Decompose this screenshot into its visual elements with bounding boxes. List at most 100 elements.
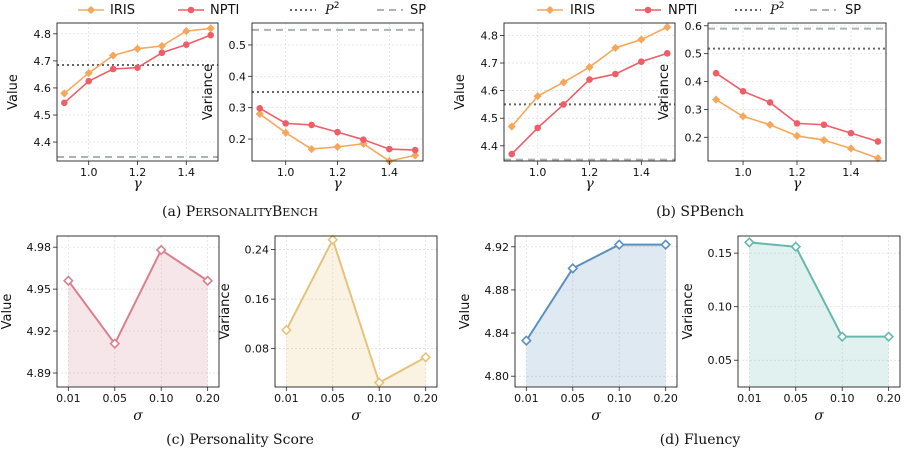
chart-d-value: 0.01 0.05 0.10 0.20 4.80 4.84 4.88 4.92 σ Value xyxy=(458,235,678,424)
y-axis-label: Value xyxy=(6,74,21,110)
y-tick-label: 4.6 xyxy=(34,82,52,95)
area-fill xyxy=(749,242,889,387)
y-tick-label: 4.4 xyxy=(34,136,52,149)
x-tick-label: 0.05 xyxy=(784,392,809,405)
legend-label-sp: SP xyxy=(410,3,426,18)
legend-marker-iris xyxy=(545,5,555,15)
legend: IRIS NPTI P2 SP xyxy=(78,1,426,18)
data-point xyxy=(874,138,882,145)
data-point xyxy=(613,239,625,250)
gridlines xyxy=(57,236,219,387)
data-point xyxy=(133,44,142,53)
x-tick-label: 1.2 xyxy=(129,166,147,179)
x-tick-label: 0.01 xyxy=(737,392,762,405)
x-tick-label: 1.0 xyxy=(734,166,752,179)
x-tick-label: 0.20 xyxy=(195,392,220,405)
data-point xyxy=(660,239,671,250)
legends-layer: IRIS NPTI P2 SP IRIS NPTI P2 SP xyxy=(78,1,861,18)
data-point xyxy=(281,128,290,137)
y-tick-label: 0.15 xyxy=(708,247,733,260)
data-point xyxy=(638,58,645,65)
data-point xyxy=(386,145,393,153)
gridlines xyxy=(738,236,900,387)
data-point xyxy=(256,105,264,112)
x-tick-label: 0.10 xyxy=(607,392,632,405)
x-axis-label: σ xyxy=(133,408,143,424)
data-point xyxy=(873,154,883,163)
data-point xyxy=(846,144,856,153)
y-axis-label: Variance xyxy=(657,64,672,120)
data-point xyxy=(334,128,341,136)
data-point xyxy=(790,241,802,253)
y-tick-label: 0.6 xyxy=(685,20,703,33)
data-point xyxy=(765,120,775,129)
legend-label-iris: IRIS xyxy=(110,3,135,18)
legend-marker-npti xyxy=(187,6,195,14)
x-tick-label: 0.01 xyxy=(274,392,299,405)
x-tick-label: 0.05 xyxy=(103,392,128,405)
data-point xyxy=(585,63,594,72)
x-tick-label: 0.10 xyxy=(830,392,855,405)
data-point xyxy=(663,50,671,57)
y-tick-label: 0.2 xyxy=(685,131,703,144)
y-tick-label: 4.7 xyxy=(34,55,52,68)
data-point xyxy=(792,131,802,141)
legend-label-npti: NPTI xyxy=(668,3,697,18)
x-tick-label: 0.05 xyxy=(561,392,586,405)
y-tick-label: 4.98 xyxy=(27,241,52,254)
data-point xyxy=(847,129,855,137)
plot-frame xyxy=(274,235,438,388)
legend-label-p2: P2 xyxy=(324,1,339,18)
y-axis-label: Variance xyxy=(201,64,216,120)
y-tick-label: 4.92 xyxy=(27,325,52,338)
data-point xyxy=(534,124,541,132)
x-tick-label: 1.0 xyxy=(277,166,295,179)
x-tick-label: 0.20 xyxy=(413,392,438,405)
series-line-yellow xyxy=(285,238,427,384)
data-point xyxy=(711,95,721,104)
y-tick-label: 4.5 xyxy=(481,112,499,125)
caption: (c) Personality Score xyxy=(166,432,314,448)
data-point xyxy=(182,27,191,36)
data-point xyxy=(333,142,342,151)
data-point xyxy=(109,65,117,73)
y-tick-label: 0.3 xyxy=(229,102,247,115)
y-axis-label: Variance xyxy=(681,283,696,339)
data-point xyxy=(327,234,339,246)
caption: (b) SPBench xyxy=(656,204,744,220)
x-tick-label: 0.01 xyxy=(514,392,539,405)
caption: (a) PERSONALITYBENCH xyxy=(162,204,318,220)
x-tick-label: 0.20 xyxy=(653,392,678,405)
data-point xyxy=(819,135,829,145)
area-fill xyxy=(68,249,208,387)
data-point xyxy=(157,41,167,51)
data-point xyxy=(202,275,213,287)
legend-marker-iris xyxy=(86,5,96,15)
y-tick-label: 0.16 xyxy=(245,293,270,306)
legend-label-sp: SP xyxy=(845,3,861,18)
gridlines xyxy=(275,236,437,387)
chart-c-value: 0.01 0.05 0.10 0.20 4.89 4.92 4.95 4.98 σ Value xyxy=(0,235,220,424)
x-axis-label: γ xyxy=(585,176,594,192)
y-tick-label: 0.08 xyxy=(245,343,270,356)
data-point xyxy=(155,244,167,256)
data-point xyxy=(108,51,118,60)
data-point xyxy=(411,146,419,154)
chart-a-variance: 1.0 1.2 1.4 0.2 0.3 0.4 0.5 γ Variance xyxy=(201,22,424,192)
y-tick-label: 0.3 xyxy=(685,103,703,116)
panels-layer: 1.0 1.2 1.4 4.4 4.5 4.6 4.7 4.8 γ Value 1.0 1.2 1.4 0… xyxy=(0,20,901,424)
x-tick-label: 1.0 xyxy=(80,166,98,179)
legend: IRIS NPTI P2 SP xyxy=(537,1,861,18)
legend-label-iris: IRIS xyxy=(570,3,595,18)
chart-b-variance: 1.0 1.2 1.4 0.2 0.3 0.4 0.5 0.6 γ Variance xyxy=(657,20,887,192)
x-tick-label: 1.2 xyxy=(329,166,347,179)
data-point xyxy=(281,324,292,336)
x-tick-label: 1.2 xyxy=(581,166,599,179)
chart-a-value: 1.0 1.2 1.4 4.4 4.5 4.6 4.7 4.8 γ Value xyxy=(6,22,219,192)
data-point xyxy=(611,43,620,52)
data-point xyxy=(255,109,264,119)
y-tick-label: 0.05 xyxy=(708,354,733,367)
data-point xyxy=(420,351,431,363)
x-axis-label: γ xyxy=(793,176,802,192)
data-point xyxy=(612,70,619,78)
